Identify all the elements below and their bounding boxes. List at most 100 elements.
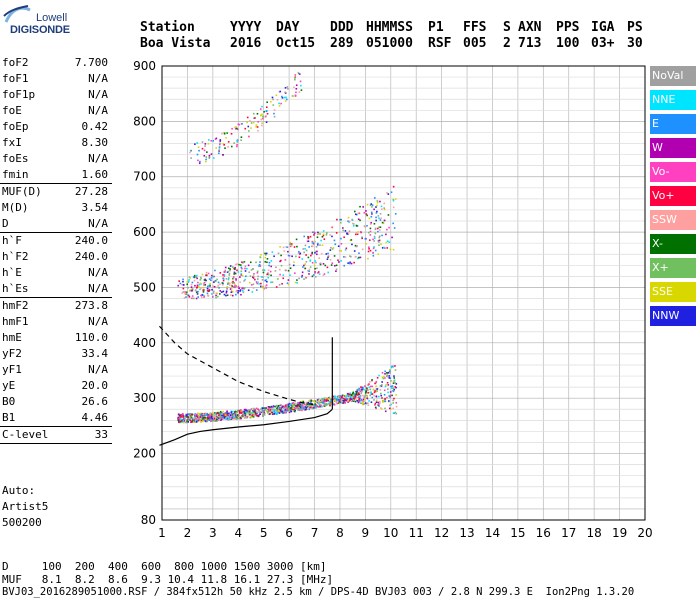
echo-point: [248, 130, 250, 132]
echo-point: [380, 217, 382, 220]
echo-point: [308, 405, 311, 407]
param-value: N/A: [88, 152, 108, 165]
echo-point: [379, 212, 382, 215]
echo-point: [357, 212, 360, 215]
echo-point: [243, 410, 246, 413]
echo-point: [212, 419, 215, 422]
echo-point: [384, 370, 386, 373]
echo-point: [237, 285, 240, 288]
echo-point: [375, 212, 378, 214]
param-row: D N/A: [0, 216, 112, 232]
echo-point: [219, 272, 222, 274]
echo-point: [361, 399, 363, 402]
echo-point: [232, 417, 235, 420]
x-tick-label: 2: [184, 526, 192, 540]
echo-point: [391, 385, 394, 387]
echo-point: [372, 247, 375, 250]
x-tick-label: 13: [459, 526, 474, 540]
echo-point: [386, 240, 389, 243]
echo-point: [368, 248, 370, 250]
echo-point: [204, 413, 207, 415]
echo-point: [313, 231, 315, 233]
echo-point: [299, 403, 301, 405]
param-key: fmin: [2, 168, 29, 181]
echo-point: [202, 282, 205, 285]
echo-point: [238, 123, 240, 126]
legend-item-w: W: [650, 138, 696, 158]
echo-point: [264, 254, 267, 256]
echo-point: [288, 411, 291, 414]
logo-line1: Lowell: [36, 12, 68, 24]
echo-point: [369, 230, 372, 233]
echo-point: [327, 402, 330, 405]
echo-point: [300, 407, 302, 409]
echo-point: [331, 248, 334, 250]
echo-point: [187, 286, 189, 289]
echo-point: [304, 263, 306, 265]
echo-point: [350, 239, 353, 241]
echo-point: [261, 105, 263, 108]
echo-point: [219, 143, 221, 146]
echo-point: [228, 272, 231, 275]
echo-point: [289, 274, 291, 277]
echo-point: [246, 409, 248, 412]
echo-point: [367, 392, 369, 394]
echo-point: [378, 374, 380, 377]
echo-point: [224, 271, 226, 273]
echo-point: [189, 277, 192, 279]
echo-point: [389, 391, 392, 393]
echo-point: [236, 145, 238, 148]
echo-point: [243, 261, 246, 263]
echo-point: [363, 211, 366, 214]
echo-point: [305, 249, 308, 252]
echo-point: [218, 152, 220, 155]
echo-point: [246, 267, 248, 270]
echo-point: [384, 407, 386, 410]
echo-point: [261, 113, 263, 116]
echo-point: [341, 394, 344, 397]
echo-point: [210, 412, 213, 415]
echo-point: [358, 389, 361, 392]
echo-point: [270, 408, 273, 411]
echo-point: [213, 281, 215, 283]
echo-point: [199, 416, 202, 418]
echo-point: [195, 291, 198, 294]
echo-point: [179, 420, 182, 423]
echo-point: [316, 399, 319, 401]
echo-point: [197, 420, 199, 423]
echo-point: [365, 390, 367, 393]
echo-point: [261, 408, 263, 411]
echo-point: [184, 292, 187, 295]
echo-point: [375, 380, 378, 383]
echo-point: [220, 291, 223, 293]
echo-point: [252, 409, 254, 412]
echo-point: [287, 88, 289, 90]
param-value: 1.60: [81, 168, 109, 181]
echo-point: [332, 247, 335, 249]
echo-point: [371, 204, 374, 206]
echo-point: [288, 410, 290, 412]
echo-point: [227, 267, 230, 270]
echo-point: [200, 287, 202, 290]
echo-point: [297, 252, 300, 255]
echo-point: [295, 407, 298, 410]
echo-point: [277, 252, 280, 255]
echo-point: [311, 245, 314, 248]
echo-point: [198, 149, 200, 152]
echo-point: [263, 287, 266, 290]
param-key: foEp: [2, 120, 29, 133]
echo-point: [289, 267, 292, 269]
echo-point: [382, 401, 384, 403]
echo-point: [290, 410, 293, 413]
echo-point: [379, 200, 381, 203]
echo-point: [266, 101, 268, 104]
echo-point: [275, 410, 278, 412]
echo-point: [353, 397, 356, 399]
echo-point: [394, 382, 397, 384]
echo-point: [267, 412, 270, 415]
echo-point: [342, 396, 345, 399]
echo-point: [351, 393, 353, 396]
echo-point: [255, 415, 258, 417]
echo-point: [252, 287, 255, 289]
echo-point: [236, 414, 239, 416]
